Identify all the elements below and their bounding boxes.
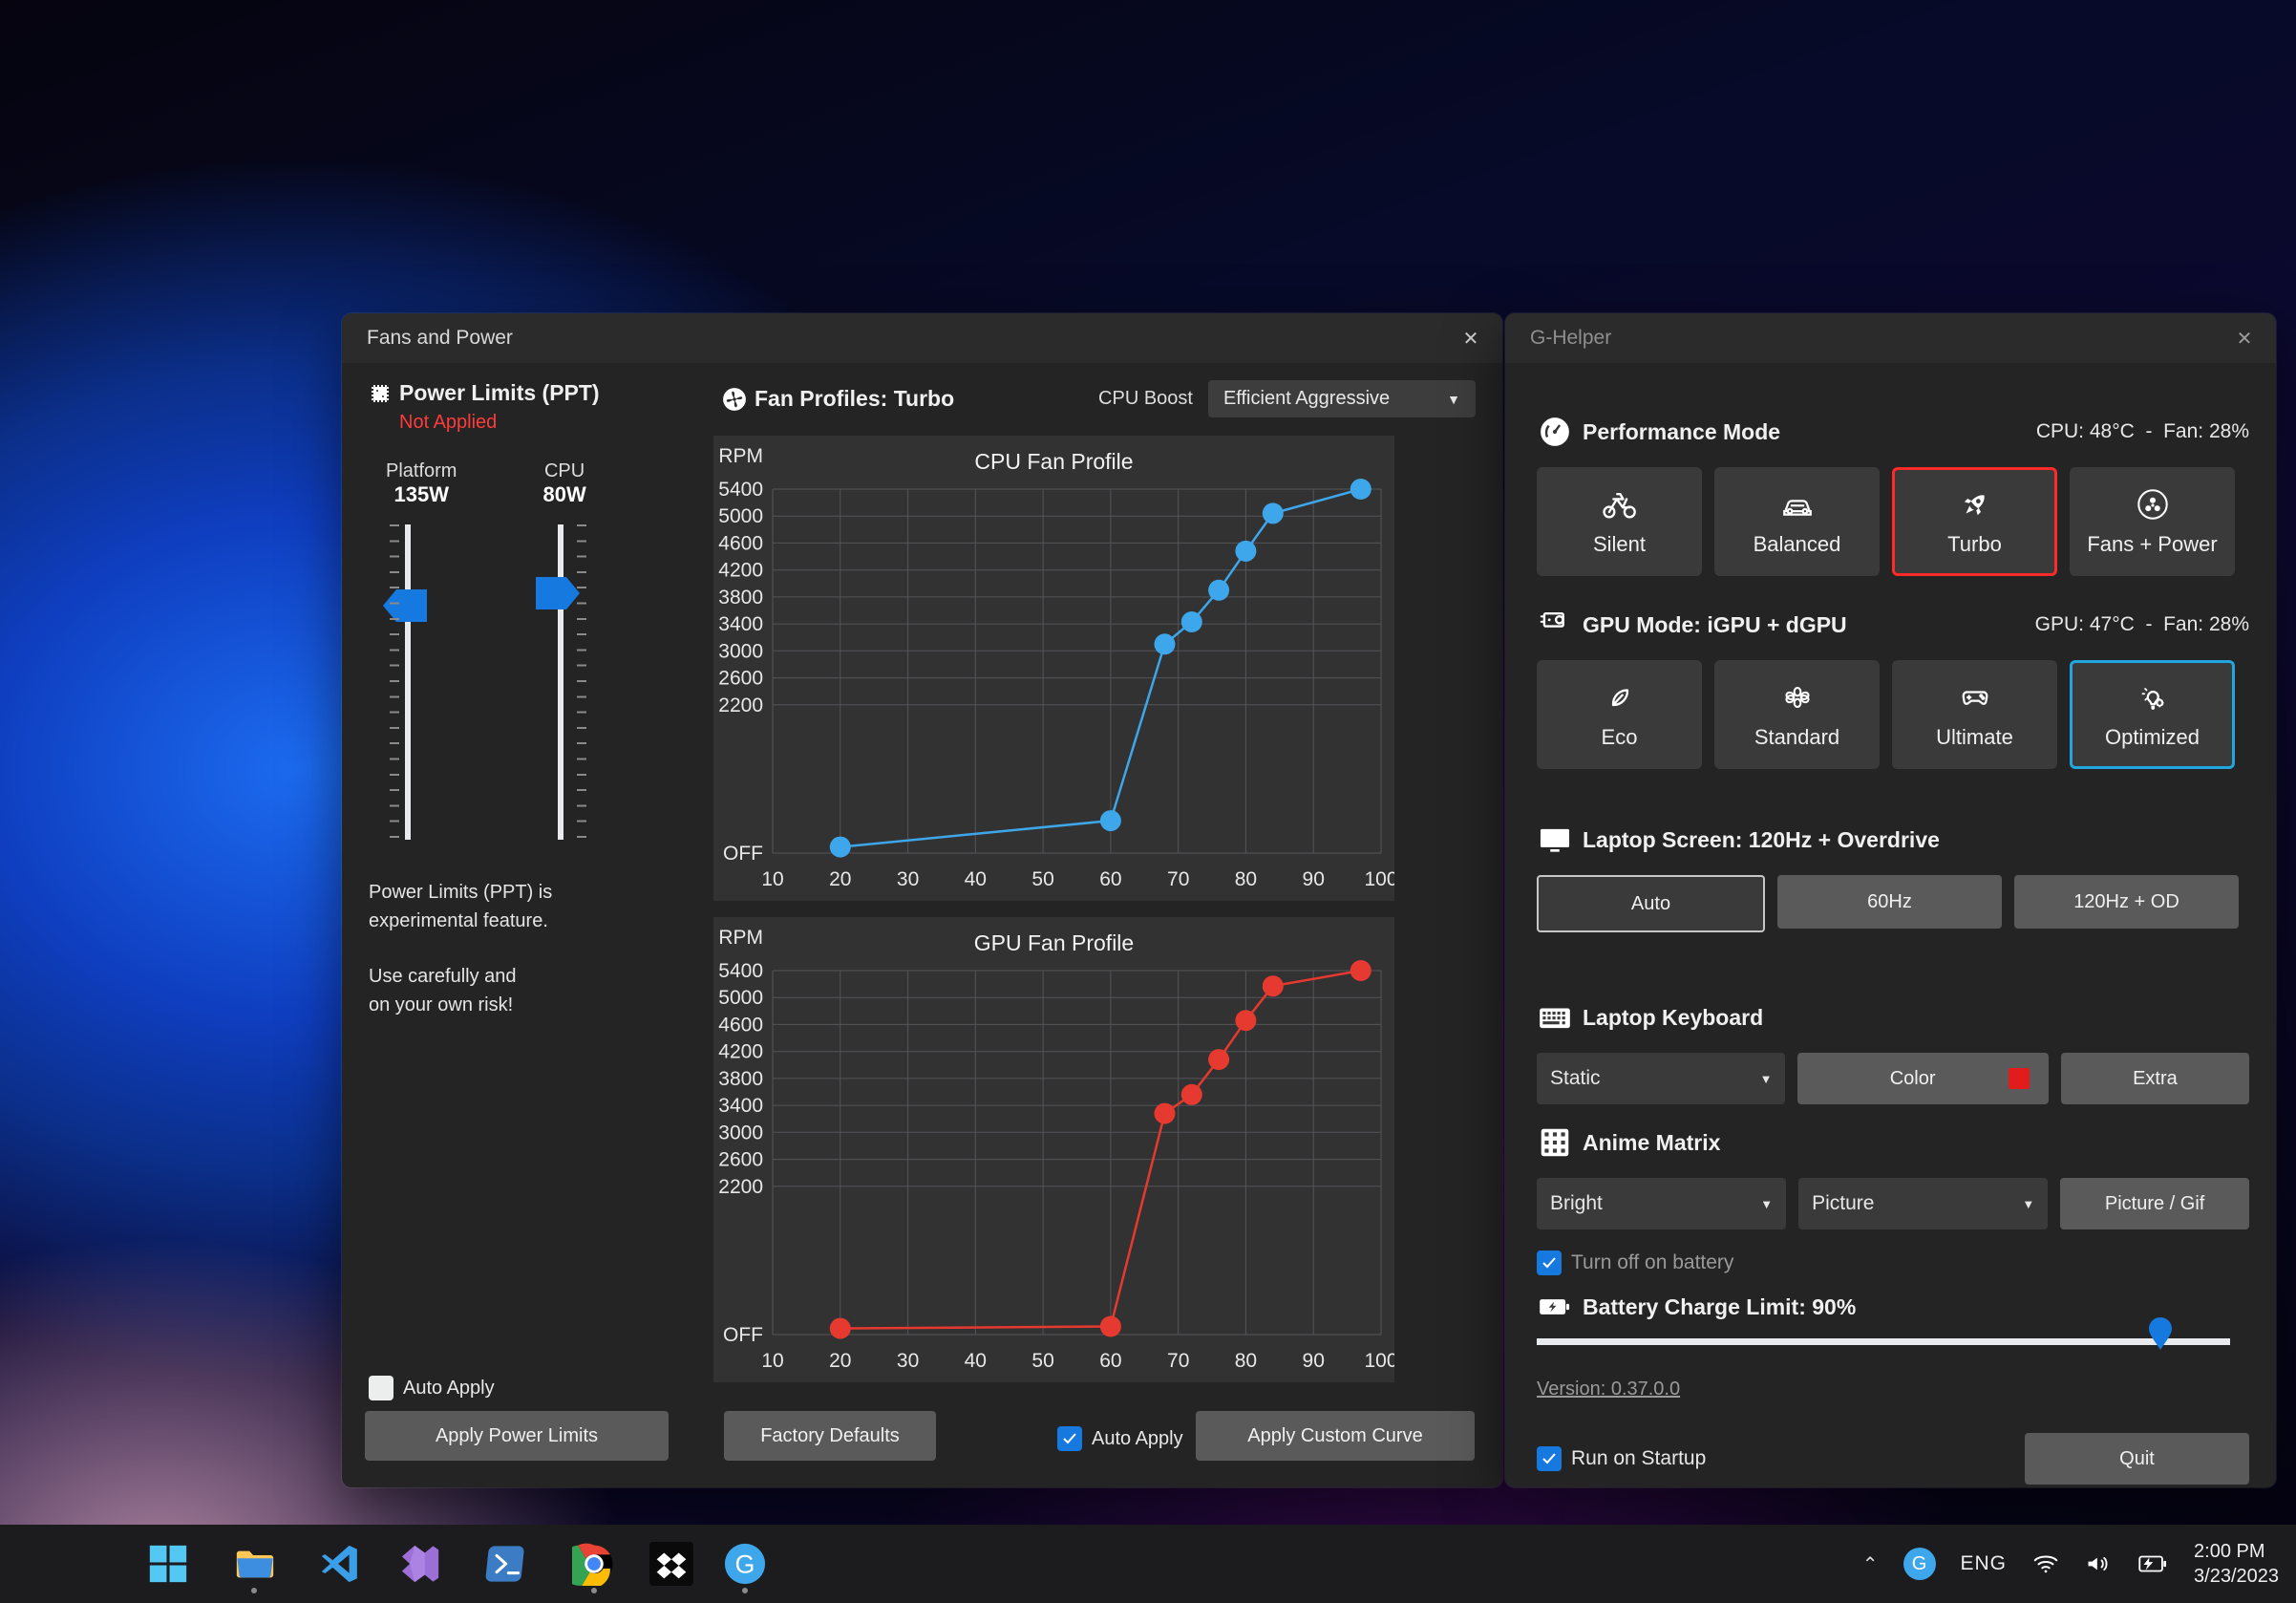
- svg-text:2200: 2200: [718, 1176, 763, 1198]
- svg-text:2600: 2600: [718, 1149, 763, 1171]
- svg-text:2200: 2200: [718, 695, 763, 716]
- svg-text:4200: 4200: [718, 1041, 763, 1063]
- svg-text:3000: 3000: [718, 1122, 763, 1143]
- svg-text:70: 70: [1167, 1350, 1189, 1372]
- svg-text:90: 90: [1303, 868, 1325, 890]
- svg-text:80: 80: [1235, 868, 1257, 890]
- svg-text:5400: 5400: [718, 960, 763, 982]
- svg-text:80: 80: [1235, 1350, 1257, 1372]
- svg-text:3400: 3400: [718, 1095, 763, 1117]
- svg-text:5400: 5400: [718, 479, 763, 501]
- svg-text:10: 10: [761, 868, 783, 890]
- svg-text:3400: 3400: [718, 613, 763, 635]
- svg-text:3800: 3800: [718, 587, 763, 609]
- svg-text:5000: 5000: [718, 505, 763, 527]
- svg-text:5000: 5000: [718, 987, 763, 1009]
- svg-text:4600: 4600: [718, 532, 763, 554]
- svg-text:30: 30: [897, 868, 919, 890]
- svg-text:20: 20: [829, 1350, 851, 1372]
- svg-text:4600: 4600: [718, 1014, 763, 1036]
- svg-text:70: 70: [1167, 868, 1189, 890]
- svg-text:3800: 3800: [718, 1068, 763, 1090]
- svg-text:100: 100: [1364, 868, 1394, 890]
- svg-text:60: 60: [1099, 868, 1121, 890]
- svg-text:OFF: OFF: [723, 843, 763, 865]
- svg-text:60: 60: [1099, 1350, 1121, 1372]
- svg-text:20: 20: [829, 868, 851, 890]
- svg-text:90: 90: [1303, 1350, 1325, 1372]
- svg-text:50: 50: [1031, 1350, 1053, 1372]
- svg-text:40: 40: [965, 1350, 987, 1372]
- svg-text:4200: 4200: [718, 560, 763, 582]
- svg-text:50: 50: [1031, 868, 1053, 890]
- svg-text:100: 100: [1364, 1350, 1394, 1372]
- svg-text:40: 40: [965, 868, 987, 890]
- svg-text:3000: 3000: [718, 640, 763, 662]
- svg-text:2600: 2600: [718, 668, 763, 690]
- svg-text:G: G: [735, 1550, 755, 1579]
- svg-text:30: 30: [897, 1350, 919, 1372]
- svg-text:OFF: OFF: [723, 1324, 763, 1346]
- svg-text:10: 10: [761, 1350, 783, 1372]
